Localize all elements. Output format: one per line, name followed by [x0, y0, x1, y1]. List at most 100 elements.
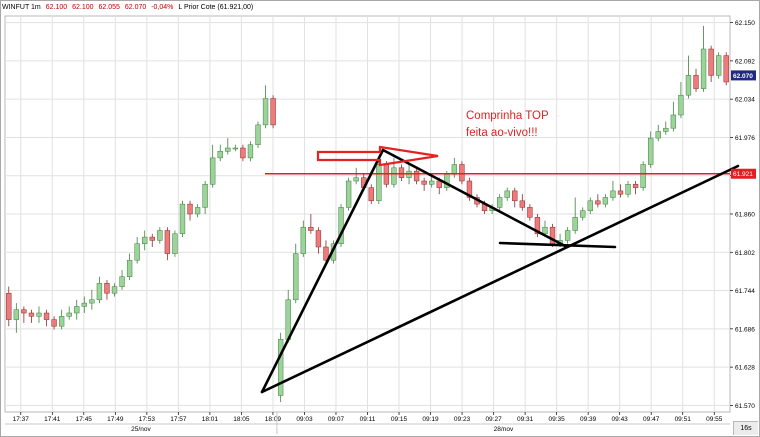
prior-close-label: L Prior Cote (61.921,00) — [178, 4, 254, 11]
x-tick-label: 17:41 — [44, 416, 61, 423]
candle-body — [157, 230, 163, 241]
y-tick-label: 61.976 — [735, 135, 755, 142]
x-tick-label: 17:45 — [76, 416, 93, 423]
candle-body — [308, 226, 314, 231]
candle — [345, 177, 352, 211]
x-tick-label: 17:57 — [170, 416, 187, 423]
candle-body — [496, 197, 503, 208]
candle-body — [300, 226, 306, 254]
candle — [21, 306, 27, 323]
candle-body — [21, 309, 27, 314]
candle — [255, 121, 261, 148]
candle — [240, 144, 246, 162]
candle-body — [376, 164, 382, 202]
candle-body — [232, 147, 239, 150]
candle — [610, 181, 616, 201]
candle — [534, 214, 541, 238]
x-tick-label: 09:39 — [580, 416, 597, 423]
x-tick-label: 09:19 — [422, 416, 439, 423]
candle — [142, 230, 148, 251]
x-tick-label: 09:51 — [675, 416, 692, 423]
candle-body — [74, 306, 80, 314]
x-tick-label: 09:47 — [643, 416, 660, 423]
candle — [338, 204, 344, 247]
candle-body — [368, 187, 374, 202]
candle — [413, 167, 420, 185]
candle-body — [595, 200, 601, 205]
candle — [451, 157, 458, 178]
candle — [315, 227, 322, 254]
candle — [293, 243, 299, 304]
candle — [595, 194, 601, 208]
x-tick-label: 09:11 — [360, 416, 376, 423]
candle-body — [225, 147, 231, 152]
candle-body — [451, 164, 458, 175]
candle-body — [142, 236, 148, 244]
trend-line-long — [260, 164, 740, 394]
candle — [194, 204, 201, 218]
candle — [353, 167, 359, 185]
candle-body — [66, 312, 72, 317]
red-arrow — [316, 145, 439, 167]
candle-body — [43, 312, 50, 320]
candle — [111, 283, 118, 297]
candle-body — [421, 180, 427, 185]
candle — [277, 332, 284, 403]
candle-body — [58, 316, 65, 327]
candle — [270, 95, 276, 129]
candle — [496, 194, 503, 211]
candle-body — [353, 177, 359, 182]
x-tick-label: 09:43 — [612, 416, 629, 423]
candle-body — [542, 226, 548, 235]
candle — [572, 197, 578, 234]
candle-body — [572, 217, 578, 231]
candle — [504, 187, 510, 201]
annotation-line-1: Comprinha TOP — [466, 110, 549, 122]
y-tick-label: 61.686 — [735, 326, 755, 333]
candle-body — [663, 127, 669, 132]
candle-body — [564, 230, 571, 241]
candle-body — [655, 131, 661, 139]
x-tick-label: 18:01 — [202, 416, 219, 423]
candle-body — [459, 164, 465, 182]
candle — [308, 214, 314, 234]
date-label: 28/nov — [494, 426, 514, 433]
candle-body — [134, 243, 140, 261]
candle — [157, 227, 163, 244]
y-tick-label: 61.860 — [735, 212, 755, 219]
candle — [685, 55, 692, 99]
axes: 61.570 61.628 61.686 61.744 61.802 61.860 61.9… — [5, 20, 756, 434]
high-value: 62.100 — [72, 4, 94, 11]
candle — [43, 309, 50, 327]
candle — [602, 194, 609, 208]
candle — [323, 240, 329, 264]
candle-body — [217, 151, 223, 159]
x-tick-label: 09:03 — [296, 416, 313, 423]
candle — [81, 296, 87, 313]
candle — [119, 270, 125, 290]
candle — [693, 68, 699, 92]
symbol-label: WINFUT 1m — [2, 4, 41, 11]
candle — [625, 181, 631, 198]
candle — [58, 309, 65, 330]
candle — [28, 309, 35, 323]
candle — [580, 207, 586, 221]
candle-body — [504, 190, 510, 198]
candle — [564, 227, 571, 244]
x-tick-label: 17:53 — [139, 416, 156, 423]
candle-body — [685, 75, 692, 96]
change-value: -0,04% — [151, 4, 174, 11]
candle — [187, 200, 193, 221]
candle-body — [126, 259, 133, 277]
candle-body — [398, 167, 405, 178]
candle-body — [723, 55, 729, 83]
candle — [368, 184, 374, 205]
candle-body — [345, 180, 352, 208]
candle — [632, 181, 639, 195]
candle-body — [164, 230, 171, 254]
y-tick-label: 62.092 — [735, 58, 755, 65]
candle-body — [36, 312, 42, 317]
y-tick-label: 61.744 — [735, 288, 755, 295]
candle — [376, 161, 382, 205]
